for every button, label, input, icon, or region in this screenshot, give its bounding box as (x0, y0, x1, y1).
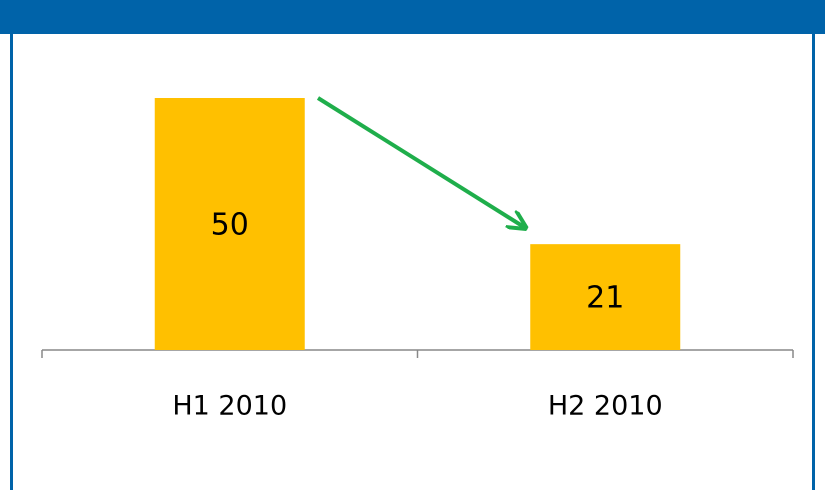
data-label: 50 (211, 208, 249, 243)
x-tick-label: H1 2010 (172, 391, 287, 422)
bar (530, 244, 681, 350)
data-label: 21 (586, 281, 624, 316)
bar (154, 98, 305, 350)
chart: 50 H1 2010 21 H2 2010 (41, 98, 794, 422)
trend-arrow (316, 96, 524, 227)
x-tick-label: H2 2010 (548, 391, 663, 422)
header-bar (0, 0, 825, 34)
